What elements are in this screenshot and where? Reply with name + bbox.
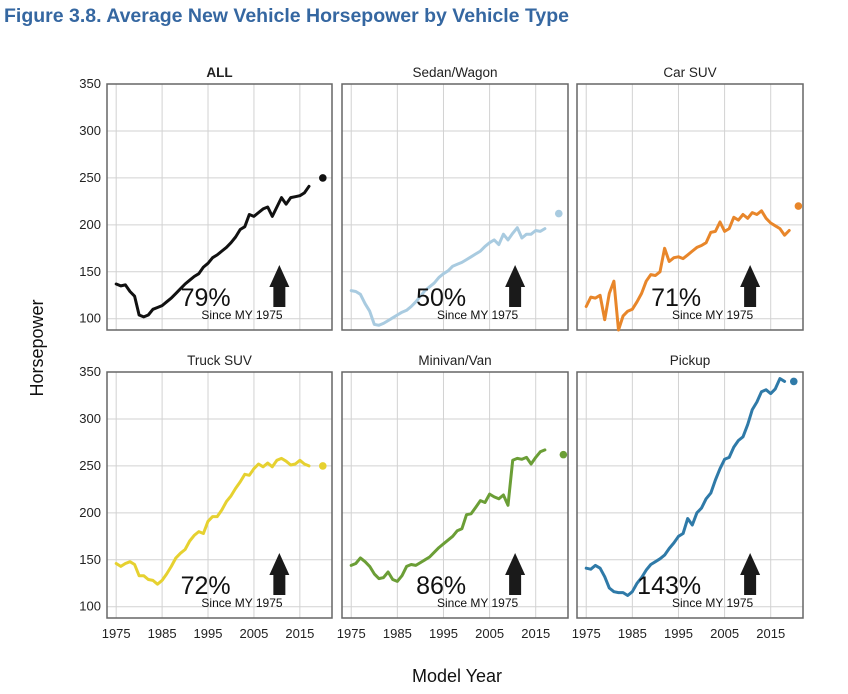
since-note-label: Since MY 1975: [437, 308, 518, 322]
panel-title: Minivan/Van: [418, 353, 491, 368]
since-note-label: Since MY 1975: [201, 308, 282, 322]
panel-pickup: Pickup 1975 1985 1995 2005 2015 143%Since MY 1…: [572, 353, 804, 641]
up-arrow-icon: [505, 265, 526, 307]
y-tick-label: 250: [79, 458, 101, 473]
y-tick-label: 100: [79, 311, 101, 326]
y-tick-label: 150: [79, 264, 101, 279]
up-arrow-icon: [740, 265, 761, 307]
panel-title: Car SUV: [663, 65, 716, 80]
up-arrow-icon: [269, 553, 290, 595]
panel-minivan-van: Minivan/Van 1975 1985 1995 2005 2015 86%Since …: [337, 353, 569, 641]
final-point-marker: [319, 174, 327, 182]
y-tick-label: 100: [79, 599, 101, 614]
up-arrow-icon: [505, 553, 526, 595]
x-tick-label: 1985: [148, 626, 177, 641]
panel-sedan-wagon: Sedan/Wagon 50%Since MY 1975: [341, 65, 569, 331]
percent-change-label: 143%: [637, 572, 701, 600]
final-point-marker: [319, 462, 327, 470]
percent-change-label: 72%: [181, 572, 231, 600]
x-tick-label: 1995: [429, 626, 458, 641]
panel-title: Truck SUV: [187, 353, 252, 368]
since-note-label: Since MY 1975: [672, 308, 753, 322]
panel-frame: [106, 83, 333, 331]
panel-car-suv: Car SUV 71%Since MY 1975: [576, 65, 804, 332]
panel-frame: [576, 83, 804, 331]
figure-title: Figure 3.8. Average New Vehicle Horsepow…: [4, 5, 570, 27]
up-arrow-icon: [269, 265, 290, 307]
series-line-sedan-wagon: [349, 226, 547, 327]
panel-frame: [576, 371, 804, 619]
y-tick-label: 150: [79, 552, 101, 567]
final-point-marker: [554, 209, 563, 218]
up-arrow-icon: [740, 553, 761, 595]
x-tick-label: 1995: [664, 626, 693, 641]
x-tick-label: 2015: [285, 626, 314, 641]
x-tick-label: 1975: [102, 626, 131, 641]
panel-frame: [341, 371, 569, 619]
panel-frame: [106, 371, 333, 619]
x-tick-label: 2015: [756, 626, 785, 641]
x-axis-label: Model Year: [412, 666, 502, 686]
y-tick-label: 200: [79, 217, 101, 232]
series-line-minivan-van: [349, 448, 547, 583]
y-axis-label: Horsepower: [27, 299, 47, 396]
y-tick-label: 200: [79, 505, 101, 520]
panel-truck-suv: Truck SUV 100 150 200 250 300 350 1975 1985 1995 2…: [79, 353, 333, 641]
percent-change-label: 50%: [416, 284, 466, 312]
since-note-label: Since MY 1975: [201, 596, 282, 610]
y-tick-label: 300: [79, 123, 101, 138]
final-point-marker: [559, 450, 568, 459]
percent-change-label: 71%: [651, 284, 701, 312]
series-line-car-suv: [584, 209, 791, 332]
y-tick-label: 350: [79, 76, 101, 91]
x-tick-label: 1975: [572, 626, 601, 641]
y-tick-label: 350: [79, 364, 101, 379]
panel-title: ALL: [206, 65, 232, 80]
x-tick-label: 2005: [710, 626, 739, 641]
panel-title: Sedan/Wagon: [412, 65, 497, 80]
since-note-label: Since MY 1975: [672, 596, 753, 610]
y-tick-label: 300: [79, 411, 101, 426]
series-line-all: [114, 184, 311, 319]
panel-title: Pickup: [670, 353, 711, 368]
x-tick-label: 2005: [475, 626, 504, 641]
y-tick-label: 250: [79, 170, 101, 185]
series-line-truck-suv: [114, 456, 311, 586]
panel-frame: [341, 83, 569, 331]
final-point-marker: [794, 202, 803, 210]
percent-change-label: 79%: [181, 284, 231, 312]
final-point-marker: [789, 377, 798, 386]
percent-change-label: 86%: [416, 572, 466, 600]
panel-all: ALL 100 150 200 250 300 350 79%Since MY 1975: [79, 65, 333, 331]
x-tick-label: 1975: [337, 626, 366, 641]
x-tick-label: 2015: [521, 626, 550, 641]
x-tick-label: 1985: [618, 626, 647, 641]
series-line-pickup: [584, 377, 787, 597]
x-tick-label: 1985: [383, 626, 412, 641]
since-note-label: Since MY 1975: [437, 596, 518, 610]
x-tick-label: 2005: [239, 626, 268, 641]
x-tick-label: 1995: [194, 626, 223, 641]
